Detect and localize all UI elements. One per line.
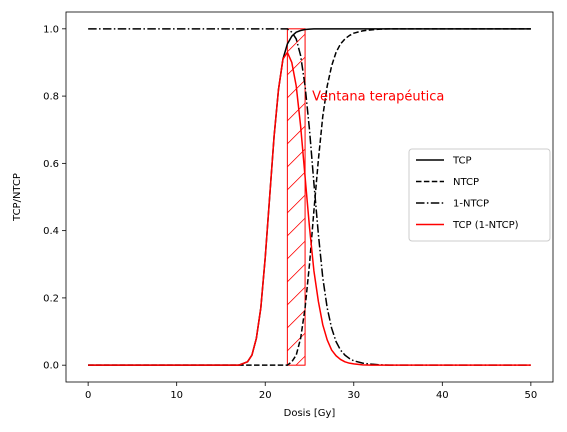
x-tick-label: 50 xyxy=(524,390,537,401)
x-tick-label: 20 xyxy=(259,390,272,401)
x-tick-label: 40 xyxy=(436,390,449,401)
hatch-line xyxy=(287,263,306,283)
legend-entry: TCP xyxy=(452,156,472,167)
hatch-line xyxy=(295,355,306,366)
x-tick-label: 10 xyxy=(170,390,183,401)
series-line-ntcp xyxy=(88,28,531,366)
y-tick-label: 0.4 xyxy=(43,226,59,237)
hatch-line xyxy=(287,217,306,237)
x-tick-label: 0 xyxy=(85,390,91,401)
hatch-line xyxy=(287,102,306,122)
hatch-line xyxy=(287,148,306,168)
series-line-tcp-1-ntcp xyxy=(88,51,531,366)
hatch-line xyxy=(287,286,306,306)
x-axis-label: Dosis [Gy] xyxy=(284,408,336,419)
legend-entry: 1-NTCP xyxy=(453,199,489,210)
hatch-line xyxy=(287,125,306,145)
y-tick-label: 0.0 xyxy=(43,361,59,372)
series-line-1-ntcp xyxy=(88,28,531,366)
legend-entry: NTCP xyxy=(453,177,479,188)
hatch-line xyxy=(287,332,306,352)
hatch-line xyxy=(287,33,306,53)
hatch-line xyxy=(287,56,306,76)
y-tick-label: 0.6 xyxy=(43,159,59,170)
y-axis-label: TCP/NTCP xyxy=(12,173,23,222)
hatch-line xyxy=(287,194,306,214)
hatch-line xyxy=(287,309,306,329)
y-tick-label: 1.0 xyxy=(43,24,59,35)
x-tick-label: 30 xyxy=(347,390,360,401)
plot-frame xyxy=(65,11,554,383)
x-axis-ticks: 0 10 20 30 40 50 xyxy=(85,382,537,401)
legend-entry: TCP (1-NTCP) xyxy=(452,220,519,231)
annotation-ventana: Ventana terapéutica xyxy=(312,90,444,105)
legend-frame xyxy=(408,148,551,242)
legend: TCP NTCP 1-NTCP TCP (1-NTCP) xyxy=(408,148,551,242)
y-tick-label: 0.8 xyxy=(43,92,59,103)
series-lines xyxy=(88,28,531,366)
hatch-line xyxy=(287,171,306,191)
y-axis-ticks: 0.0 0.2 0.4 0.6 0.8 1.0 xyxy=(43,24,66,372)
hatch-line xyxy=(287,240,306,260)
y-tick-label: 0.2 xyxy=(43,293,59,304)
